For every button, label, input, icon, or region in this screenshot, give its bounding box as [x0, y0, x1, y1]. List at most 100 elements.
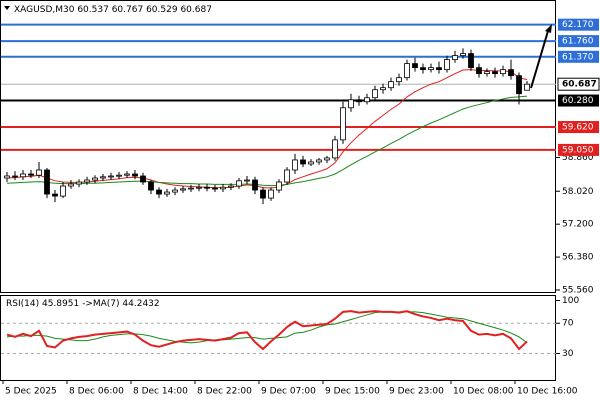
candle-body: [156, 189, 162, 195]
candle-body: [228, 185, 234, 188]
candle-body: [180, 188, 186, 191]
candle-body: [108, 175, 114, 178]
candle-body: [172, 189, 178, 193]
level-label-box: [558, 50, 599, 63]
candle-body: [44, 169, 50, 195]
rsi-tick-label: 30: [562, 349, 574, 359]
level-label-box: [558, 35, 599, 48]
rsi-value: 45.8951: [42, 299, 79, 309]
level-label: 59.620: [562, 123, 594, 133]
level-label-box: [558, 121, 599, 134]
candle-body: [412, 63, 418, 69]
level-label: 62.170: [562, 20, 594, 30]
candle-body: [196, 186, 202, 189]
forecast-arrowhead: [545, 24, 552, 33]
candle-body: [436, 67, 442, 71]
candle-body: [268, 189, 274, 199]
x-tick-label: 9 Dec 07:00: [261, 387, 316, 397]
candle-body: [4, 175, 10, 179]
level-label: 59.050: [562, 145, 594, 155]
candle-body: [148, 181, 154, 191]
candle-body: [364, 97, 370, 103]
candle-body: [388, 81, 394, 89]
candle-body: [300, 159, 306, 165]
rsi-ma-label: ->MA(7): [82, 299, 119, 309]
x-tick-label: 8 Dec 06:00: [69, 387, 124, 397]
candle-body: [116, 174, 122, 177]
y-tick-label: 57.200: [562, 220, 594, 230]
candle-body: [524, 83, 530, 91]
candle-body: [140, 175, 146, 183]
ohlc-low: 60.529: [146, 5, 178, 15]
ohlc-open: 60.537: [77, 5, 109, 15]
current-price-label: 60.687: [562, 80, 597, 90]
candle-body: [260, 189, 266, 199]
candle-body: [420, 67, 426, 71]
x-tick-label: 9 Dec 15:00: [325, 387, 380, 397]
y-tick-label: 55.560: [562, 285, 594, 295]
candle-body: [476, 67, 482, 75]
candle-body: [100, 176, 106, 179]
menu-triangle: [4, 6, 10, 10]
level-label: 61.760: [562, 37, 594, 47]
level-label-box: [558, 143, 599, 156]
candle-body: [204, 186, 210, 189]
moving-average: [6, 69, 528, 189]
candle-body: [348, 99, 354, 109]
candle-body: [60, 185, 66, 197]
candle-body: [516, 75, 522, 95]
candle-body: [212, 187, 218, 190]
candle-body: [404, 63, 410, 79]
candle-body: [508, 69, 514, 77]
candle-body: [396, 77, 402, 83]
x-tick-label: 8 Dec 14:00: [133, 387, 188, 397]
moving-average: [6, 95, 528, 187]
candle-body: [324, 157, 330, 161]
candle-body: [356, 99, 362, 103]
candle-body: [36, 169, 42, 176]
forecast-arrow: [530, 30, 549, 89]
candle-body: [500, 69, 506, 75]
candle-body: [244, 179, 250, 182]
candle-body: [340, 107, 346, 141]
candle-body: [316, 159, 322, 163]
candle-body: [20, 173, 26, 178]
ohlc-high: 60.767: [112, 5, 144, 15]
candle-body: [292, 159, 298, 171]
candle-body: [468, 53, 474, 69]
candle-body: [276, 181, 282, 191]
candle-body: [220, 186, 226, 190]
x-tick-label: 10 Dec 08:00: [453, 387, 514, 397]
candle-body: [380, 87, 386, 91]
rsi-line: [6, 310, 528, 351]
candle-body: [68, 183, 74, 187]
x-tick-label: 10 Dec 16:00: [517, 387, 578, 397]
level-label-box: [558, 94, 599, 107]
candle-body: [428, 67, 434, 71]
candle-body: [12, 175, 18, 178]
candle-body: [332, 139, 338, 159]
candle-body: [236, 180, 242, 187]
candle-body: [132, 173, 138, 177]
current-price-box: [557, 77, 600, 91]
symbol: XAGUSD,M30: [14, 5, 75, 15]
candle-body: [484, 71, 490, 75]
main-panel: [0, 0, 556, 293]
candle-body: [84, 179, 90, 183]
candle-body: [188, 187, 194, 190]
candle-body: [76, 181, 82, 185]
candle-body: [28, 173, 34, 176]
rsi-title: RSI(14) 45.8951 ->MA(7) 44.2432: [6, 299, 160, 309]
candle-body: [92, 177, 98, 181]
level-label: 60.280: [562, 96, 594, 106]
candle-body: [124, 173, 130, 176]
ohlc-close: 60.687: [180, 5, 212, 15]
y-tick-label: 58.860: [562, 153, 594, 163]
candle-body: [492, 71, 498, 75]
candle-body: [52, 193, 58, 197]
plot-layer: 58.860 58.020 57.200 56.380 55.560 62.170 61.7…: [1, 18, 600, 397]
level-label: 61.370: [562, 52, 594, 62]
x-tick-label: 9 Dec 23:00: [389, 387, 444, 397]
